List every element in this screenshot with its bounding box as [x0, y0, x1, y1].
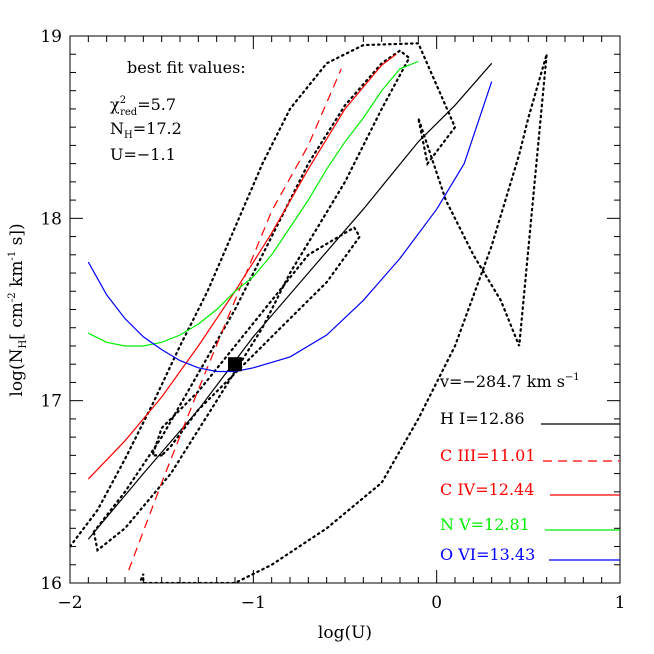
velocity-annotation: v=−284.7 km s−1	[439, 372, 580, 391]
confidence-contours	[70, 42, 548, 583]
contour-outer	[70, 42, 548, 583]
y-tick-label: 17	[40, 392, 62, 412]
contour-middle	[92, 49, 411, 553]
axis-ticks	[69, 35, 621, 584]
legend-label: C III=11.01	[440, 446, 536, 465]
legend: H I=12.86 C III=11.01 C IV=12.44 N V=12.81 O…	[440, 409, 620, 564]
y-tick-label: 18	[40, 209, 62, 229]
y-axis-title: log(NH[ cm-2 km-1 s])	[7, 223, 29, 396]
best-fit-title: best fit values:	[127, 58, 246, 77]
contour-inner	[150, 225, 362, 457]
axis-tick-labels: −2 −1 0 1 16 17 18 19	[40, 27, 625, 613]
legend-label: N V=12.81	[440, 515, 530, 534]
nh-annotation: NH=17.2	[110, 119, 182, 141]
x-axis-title: log(U)	[318, 623, 372, 643]
series-line-3	[88, 60, 419, 347]
series-line-1	[128, 68, 342, 571]
x-tick-label: 0	[431, 593, 442, 613]
x-tick-label: −2	[57, 593, 82, 613]
series-line-2	[87, 53, 397, 480]
best-fit-marker	[228, 357, 242, 372]
y-tick-label: 19	[40, 27, 62, 47]
x-tick-label: 1	[615, 593, 626, 613]
y-tick-label: 16	[40, 574, 62, 594]
x-tick-label: −1	[241, 593, 266, 613]
legend-label: O VI=13.43	[440, 545, 535, 564]
u-annotation: U=−1.1	[110, 145, 176, 164]
series-line-4	[87, 81, 493, 373]
chi-squared-annotation: χ2 red=5.7	[110, 95, 176, 118]
series-line-0	[87, 62, 493, 540]
series-lines	[87, 53, 493, 571]
legend-label: C IV=12.44	[440, 480, 534, 499]
legend-label: H I=12.86	[440, 409, 525, 428]
best-fit-square	[228, 357, 242, 372]
